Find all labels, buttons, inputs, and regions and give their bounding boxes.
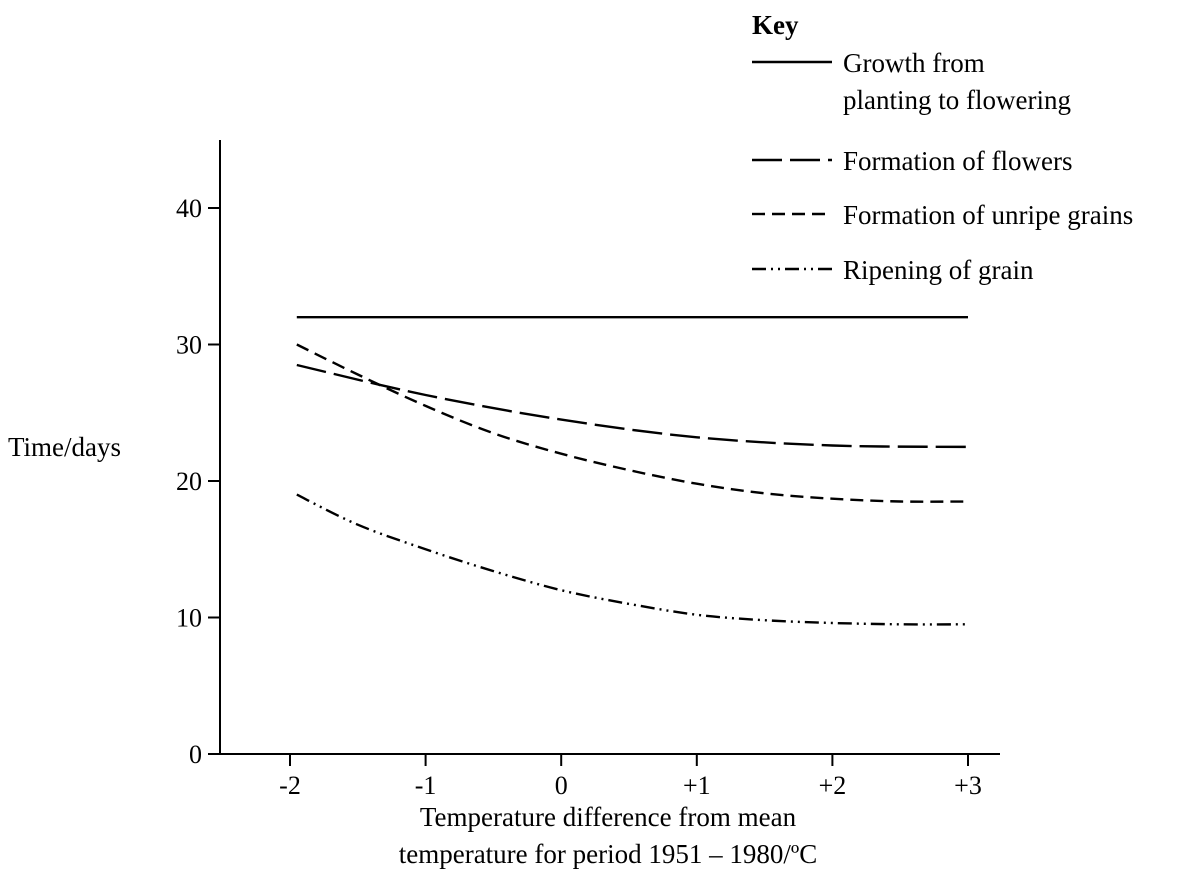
key-item-unripe-grains: Formation of unripe grains	[752, 200, 1133, 230]
key-title: Key	[752, 10, 799, 40]
x-tick-label: -1	[415, 771, 437, 800]
y-tick-label: 0	[189, 740, 202, 769]
series-flowers-line	[296, 363, 969, 449]
key: Key Growth from planting to flowering Form…	[752, 10, 1133, 285]
key-label: Growth from	[843, 48, 985, 78]
x-axis-title-line: temperature for period 1951 – 1980/ºC	[399, 839, 818, 869]
x-tick-label: +1	[683, 771, 711, 800]
key-label: Formation of flowers	[843, 146, 1072, 176]
x-tick-label: -2	[279, 771, 301, 800]
y-tick-label: 30	[176, 331, 202, 360]
x-tick-label: +2	[819, 771, 847, 800]
key-item-ripening: Ripening of grain	[752, 255, 1034, 285]
series-ripening-line	[296, 493, 969, 626]
y-tick-label: 20	[176, 467, 202, 496]
series-layer	[296, 315, 969, 626]
key-label: Ripening of grain	[843, 255, 1034, 285]
axes: 0 10 20 30 40 -2 -1 0 +1 +2 +3 Temperature differen…	[8, 140, 1000, 869]
y-tick-label: 40	[176, 194, 202, 223]
y-axis-title: Time/days	[8, 432, 121, 462]
key-label: planting to flowering	[843, 85, 1071, 115]
x-axis-title-line: Temperature difference from mean	[420, 802, 797, 832]
y-tick-label: 10	[176, 604, 202, 633]
x-tick-label: +3	[954, 771, 982, 800]
key-item-flowers: Formation of flowers	[752, 146, 1072, 176]
series-unripe-grains-line	[296, 343, 969, 503]
key-items: Growth from planting to flowering Formatio…	[752, 48, 1133, 285]
key-item-growth: Growth from planting to flowering	[752, 48, 1071, 115]
key-label: Formation of unripe grains	[843, 200, 1133, 230]
x-tick-label: 0	[555, 771, 568, 800]
